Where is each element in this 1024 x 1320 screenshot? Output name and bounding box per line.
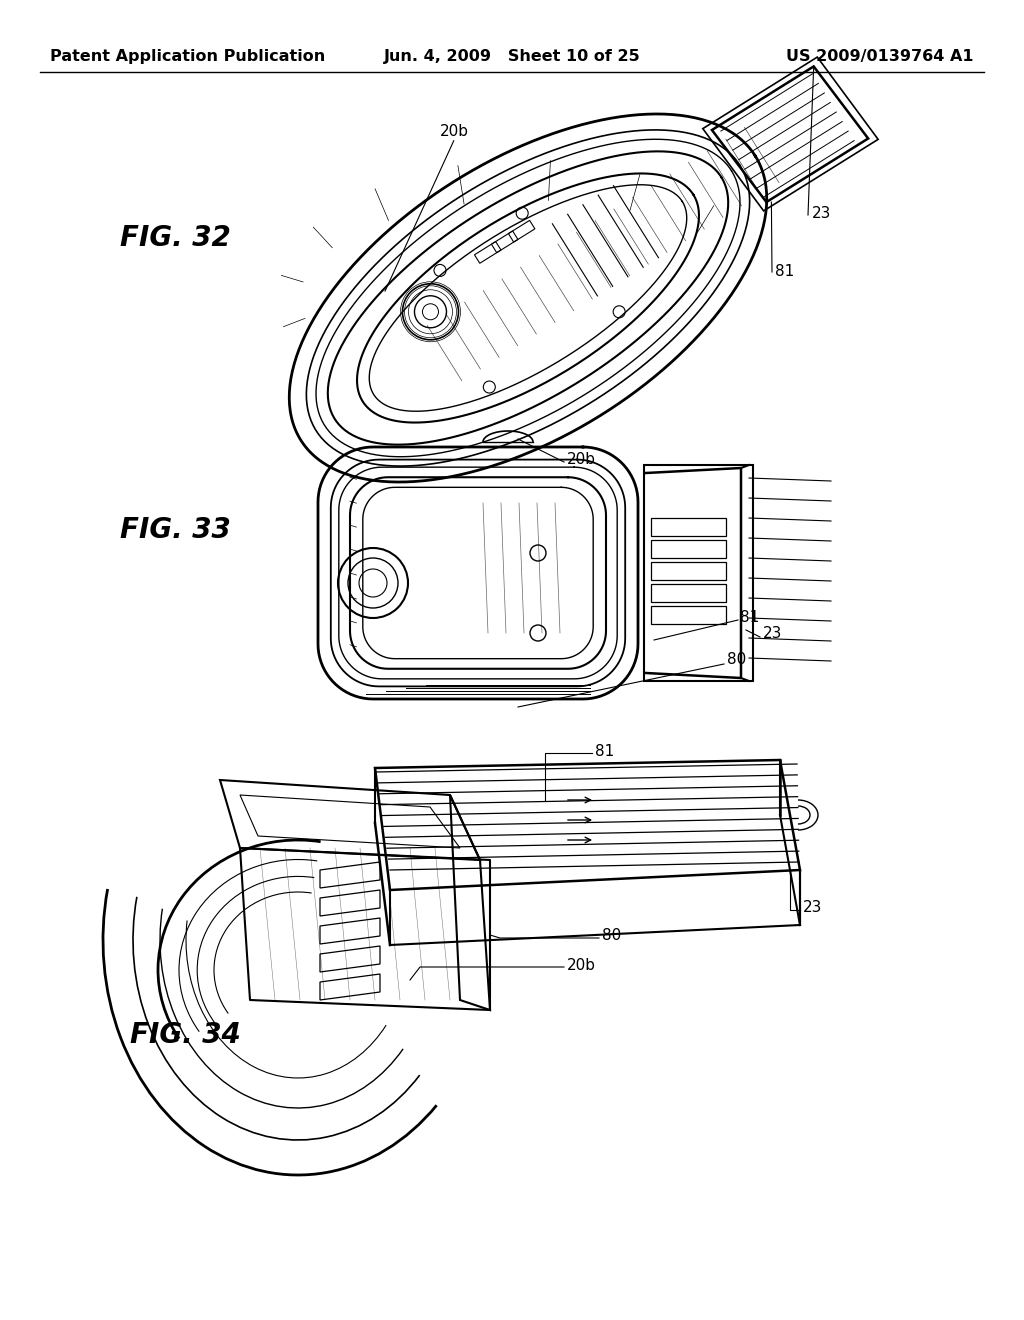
Text: FIG. 33: FIG. 33	[120, 516, 230, 544]
Text: 23: 23	[803, 900, 822, 916]
Text: FIG. 34: FIG. 34	[130, 1020, 241, 1049]
Bar	[651, 517, 726, 536]
Text: Jun. 4, 2009   Sheet 10 of 25: Jun. 4, 2009 Sheet 10 of 25	[384, 49, 640, 65]
Text: 23: 23	[763, 626, 782, 640]
Bar	[651, 562, 726, 579]
Bar	[651, 606, 726, 624]
Text: 20b: 20b	[440, 124, 469, 140]
Text: 81: 81	[740, 610, 759, 626]
Bar	[651, 540, 726, 558]
Text: FIG. 32: FIG. 32	[120, 224, 230, 252]
Text: 20b: 20b	[567, 453, 596, 467]
Text: 81: 81	[775, 264, 795, 280]
Text: 80: 80	[727, 652, 746, 668]
Text: 23: 23	[812, 206, 831, 220]
Text: 81: 81	[595, 743, 614, 759]
Bar	[651, 583, 726, 602]
Text: US 2009/0139764 A1: US 2009/0139764 A1	[786, 49, 974, 65]
Text: 20b: 20b	[567, 957, 596, 973]
Text: 80: 80	[602, 928, 622, 944]
Text: Patent Application Publication: Patent Application Publication	[50, 49, 326, 65]
